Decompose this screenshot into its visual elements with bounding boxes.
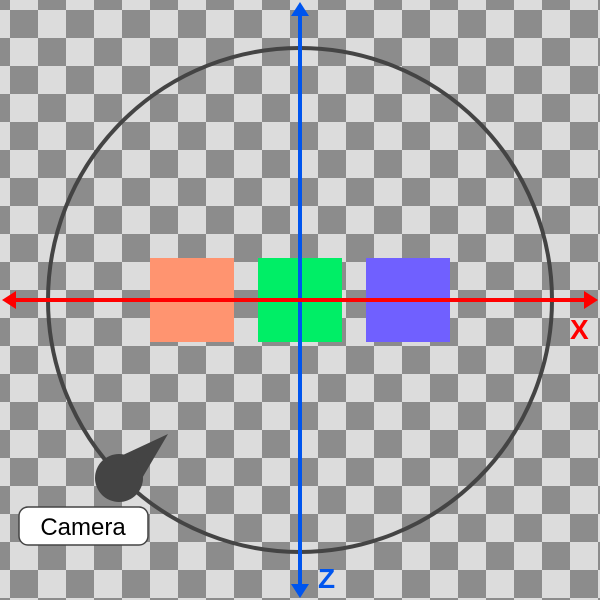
- z-axis-arrow-down: [291, 584, 309, 598]
- camera-label-box: Camera: [18, 506, 149, 546]
- x-axis: [2, 291, 598, 309]
- camera-body: [95, 454, 143, 502]
- x-axis-arrow-right: [584, 291, 598, 309]
- x-axis-arrow-left: [2, 291, 16, 309]
- camera-marker: [95, 434, 168, 502]
- camera-label: Camera: [40, 514, 126, 541]
- z-axis-arrow-up: [291, 2, 309, 16]
- x-axis-label: X: [570, 314, 589, 345]
- z-axis-label: Z: [318, 563, 335, 594]
